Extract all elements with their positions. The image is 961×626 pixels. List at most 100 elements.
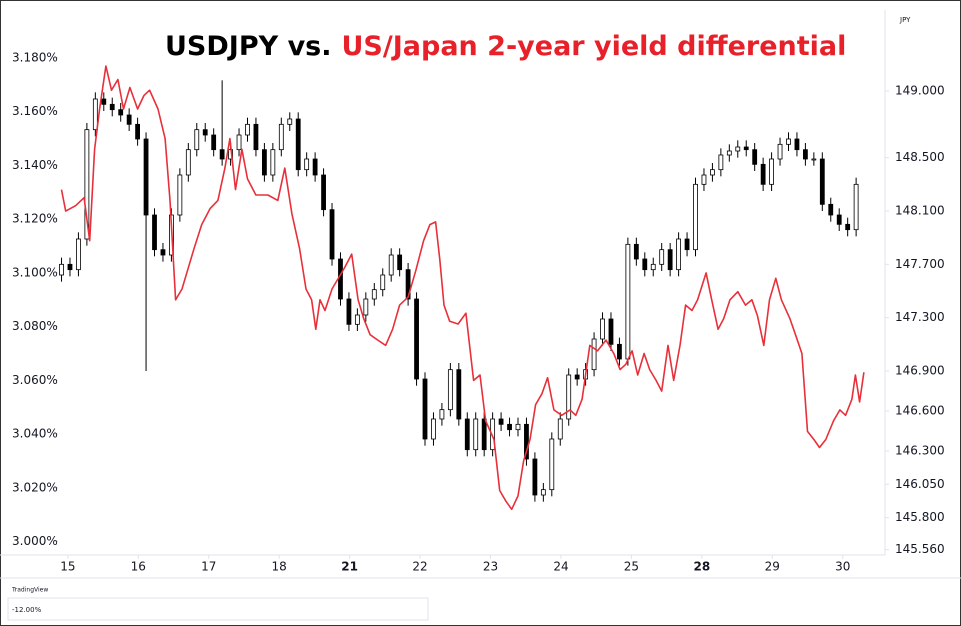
y2-tick-label: 149.000 (895, 84, 945, 98)
candle-body (633, 243, 639, 260)
y2-tick-label: 145.560 (895, 542, 945, 556)
y2-tick-label: 146.600 (895, 404, 945, 418)
candle-body (380, 274, 386, 291)
candle-body (304, 158, 310, 171)
candle-body (431, 418, 436, 440)
y2-tick-label: 146.300 (895, 444, 945, 458)
x-tick-label: 28 (693, 560, 710, 574)
candle-body (354, 314, 360, 325)
candle-body (371, 289, 377, 300)
candle-body (667, 249, 673, 271)
x-tick-label: 29 (765, 560, 780, 574)
candle-body (540, 489, 546, 496)
candle-body (752, 149, 758, 165)
candle-body (135, 123, 141, 140)
candle-body (67, 263, 73, 271)
candle-body (245, 123, 250, 136)
candle-body (405, 269, 411, 300)
candle-body (92, 98, 98, 131)
y-tick-label: 3.020% (12, 480, 58, 494)
candle-body (473, 418, 479, 451)
candle-body (456, 369, 462, 420)
candle-body (566, 374, 572, 420)
x-tick-label: 25 (624, 560, 639, 574)
candle-body (845, 223, 851, 231)
candle-body (515, 423, 521, 431)
candle-body (591, 338, 597, 371)
candle-body (219, 149, 225, 160)
y2-tick-label: 147.700 (895, 257, 945, 271)
chart-title: USDJPY vs. US/Japan 2-year yield differen… (165, 31, 846, 62)
y2-tick-label: 147.300 (895, 310, 945, 324)
x-tick-label: 23 (483, 560, 498, 574)
candle-body (735, 146, 741, 152)
candle-body (143, 138, 149, 216)
y2-tick-label: 146.900 (895, 364, 945, 378)
candle-body (608, 318, 614, 345)
candle-body (287, 118, 293, 125)
candle-body (507, 423, 512, 431)
candle-body (76, 238, 81, 271)
x-tick-label: 17 (201, 560, 216, 574)
candle-body (464, 418, 470, 451)
candle-body (760, 163, 766, 185)
candle-body (684, 238, 690, 251)
candle-body (278, 123, 284, 151)
candle-body (177, 174, 183, 216)
y-tick-label: 3.060% (12, 373, 58, 387)
candle-body (211, 134, 217, 151)
candle-body (693, 183, 698, 251)
candle-body (524, 423, 529, 460)
candle-body (617, 343, 622, 360)
candle-body (295, 118, 301, 171)
candle-body (338, 258, 343, 300)
y-tick-label: 3.180% (12, 50, 58, 64)
y2-tick-label: 148.500 (895, 150, 945, 164)
candle-body (363, 298, 369, 316)
yield-line (60, 65, 865, 511)
y2-unit: JPY (899, 16, 911, 24)
candle-body (261, 149, 267, 176)
y-tick-label: 3.120% (12, 212, 58, 226)
candle-body (152, 214, 157, 251)
candle-body (642, 258, 648, 271)
candle-body (439, 409, 445, 420)
candle-body (853, 183, 859, 231)
candle-body (447, 369, 453, 411)
x-tick-label: 15 (60, 560, 75, 574)
candle-body (811, 158, 817, 161)
x-tick-label: 16 (131, 560, 146, 574)
x-tick-label: 22 (412, 560, 427, 574)
y2-tick-label: 145.800 (895, 510, 945, 524)
candle-body (346, 298, 352, 325)
candle-body (312, 158, 318, 176)
candle-body (481, 418, 487, 451)
y-tick-label: 3.080% (12, 319, 58, 333)
title-part: US/Japan 2-year yield differential (342, 31, 847, 62)
candle-body (819, 158, 825, 205)
candle-body (557, 418, 563, 440)
candle-body (600, 318, 605, 340)
logo: TradingView (11, 587, 48, 594)
candle-body (160, 249, 166, 256)
candle-body (701, 174, 707, 185)
y-tick-label: 3.000% (12, 534, 58, 548)
candle-body (498, 418, 504, 425)
bottom-pane (7, 597, 429, 621)
y2-tick-label: 148.100 (895, 204, 945, 218)
candle-body (101, 98, 107, 105)
candle-body (270, 149, 276, 176)
candle-body (659, 249, 665, 265)
candle-body (718, 154, 724, 171)
y-tick-label: 3.040% (12, 427, 58, 441)
candle-body (236, 134, 242, 151)
candle-body (329, 209, 335, 260)
candle-body (253, 123, 259, 151)
candle-body (202, 129, 208, 136)
candle-body (321, 174, 326, 211)
x-tick-label: 18 (272, 560, 287, 574)
x-tick-label: 30 (835, 560, 850, 574)
title-part: USDJPY vs. (165, 31, 332, 62)
candle-body (84, 129, 90, 240)
